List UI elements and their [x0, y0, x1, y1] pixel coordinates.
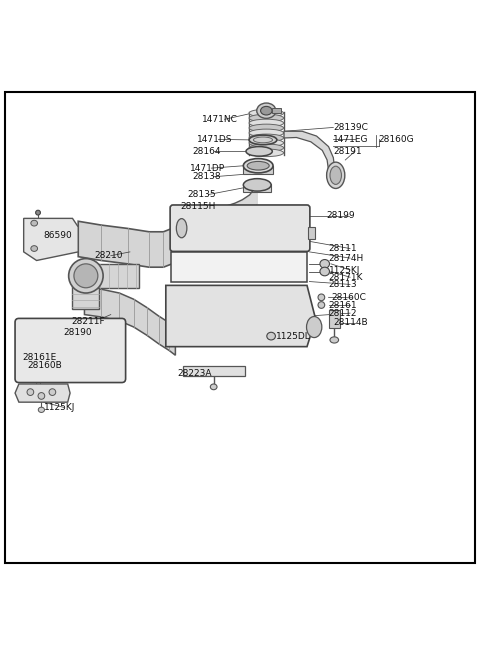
Text: 28139C: 28139C [333, 123, 368, 132]
Ellipse shape [176, 219, 187, 238]
FancyBboxPatch shape [15, 318, 126, 383]
Bar [243, 184, 271, 191]
Ellipse shape [74, 264, 98, 288]
Bar [174, 256, 303, 278]
Ellipse shape [307, 316, 322, 337]
Text: 28114B: 28114B [333, 318, 368, 328]
Text: 28211F: 28211F [72, 317, 105, 326]
Text: 1471DP: 1471DP [190, 164, 225, 173]
Text: 28191: 28191 [333, 147, 362, 156]
Ellipse shape [249, 135, 277, 145]
Polygon shape [166, 286, 316, 346]
Bar [328, 310, 340, 328]
Ellipse shape [38, 407, 45, 413]
Ellipse shape [249, 109, 284, 117]
Polygon shape [78, 221, 172, 267]
FancyBboxPatch shape [170, 205, 310, 252]
Ellipse shape [243, 159, 273, 173]
Ellipse shape [249, 129, 284, 137]
Ellipse shape [249, 134, 284, 141]
Ellipse shape [249, 144, 284, 152]
Bar [309, 227, 315, 239]
Ellipse shape [320, 267, 329, 276]
Text: 28174H: 28174H [328, 253, 364, 263]
Polygon shape [24, 218, 78, 261]
Ellipse shape [210, 384, 217, 390]
Ellipse shape [27, 389, 34, 396]
Polygon shape [15, 384, 70, 402]
Ellipse shape [36, 210, 40, 215]
Ellipse shape [249, 149, 284, 157]
Bar [182, 365, 245, 377]
Ellipse shape [246, 147, 272, 156]
Ellipse shape [326, 162, 345, 189]
Bar [257, 206, 300, 216]
Text: 28160G: 28160G [379, 135, 414, 144]
Text: 28138: 28138 [192, 172, 221, 181]
Text: 28111: 28111 [328, 244, 357, 253]
Polygon shape [84, 287, 175, 355]
Text: 28135: 28135 [187, 190, 216, 199]
Ellipse shape [31, 220, 37, 226]
Ellipse shape [243, 179, 271, 191]
Text: 28199: 28199 [326, 212, 355, 221]
Ellipse shape [249, 139, 284, 147]
Ellipse shape [330, 166, 341, 185]
Text: 28161: 28161 [328, 301, 357, 310]
Text: 28223A: 28223A [178, 369, 212, 379]
Text: 28112: 28112 [328, 309, 357, 318]
Bar [72, 277, 99, 309]
Text: 28113: 28113 [328, 280, 357, 289]
Text: 1125KJ: 1125KJ [328, 265, 360, 274]
Ellipse shape [249, 124, 284, 132]
Polygon shape [284, 131, 335, 170]
Text: 1125DL: 1125DL [276, 331, 311, 341]
Text: 86590: 86590 [44, 231, 72, 240]
Bar [243, 166, 273, 174]
Text: 28190: 28190 [63, 328, 92, 337]
Text: 1471NC: 1471NC [202, 115, 238, 124]
Ellipse shape [69, 259, 103, 293]
Ellipse shape [249, 114, 284, 122]
Text: 28171K: 28171K [328, 272, 363, 282]
Ellipse shape [320, 259, 329, 268]
Text: 28164: 28164 [192, 147, 221, 156]
Bar [272, 108, 281, 113]
Ellipse shape [261, 106, 272, 115]
Ellipse shape [257, 103, 276, 119]
Ellipse shape [38, 392, 45, 400]
Text: 1125KJ: 1125KJ [44, 403, 75, 412]
Ellipse shape [330, 337, 338, 343]
Ellipse shape [267, 332, 276, 340]
Text: 28115H: 28115H [180, 202, 216, 212]
Text: 28160C: 28160C [331, 293, 366, 303]
Text: 28210: 28210 [94, 252, 122, 260]
Ellipse shape [249, 119, 284, 127]
Ellipse shape [31, 246, 37, 252]
Ellipse shape [49, 389, 56, 396]
Ellipse shape [318, 302, 324, 309]
Text: 1471EG: 1471EG [333, 135, 369, 144]
Ellipse shape [247, 161, 269, 170]
Text: 28161E: 28161E [22, 353, 57, 362]
Bar [170, 252, 307, 282]
Ellipse shape [318, 294, 324, 301]
Text: 1471DS: 1471DS [197, 135, 232, 144]
Bar [98, 264, 139, 288]
Text: 28160B: 28160B [27, 362, 62, 370]
